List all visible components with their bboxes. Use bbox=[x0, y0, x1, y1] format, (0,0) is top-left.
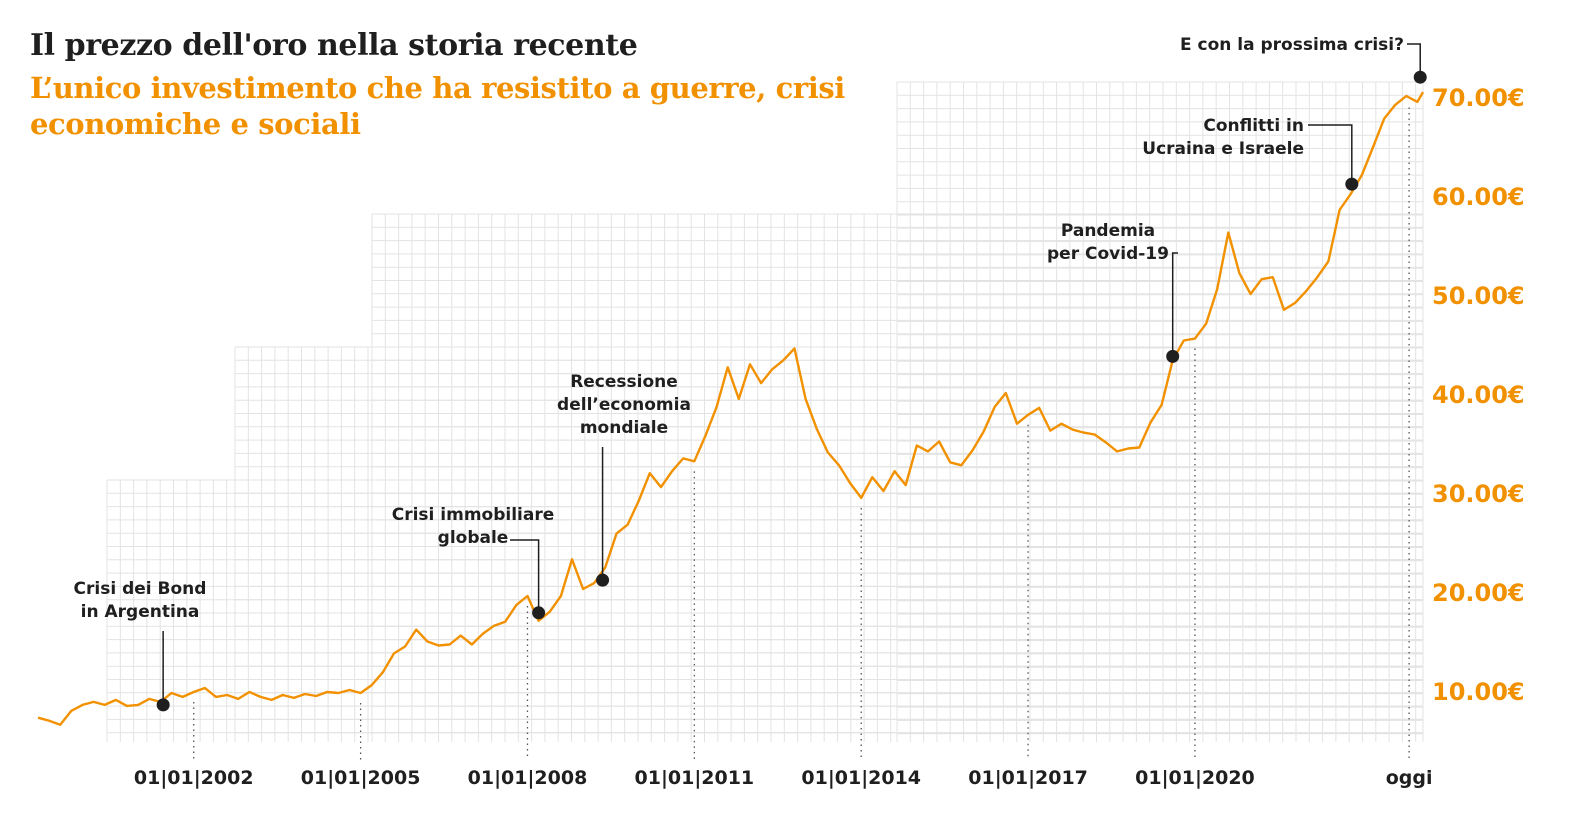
annotation: Recessione dell’economia mondiale bbox=[557, 372, 691, 587]
gold-price-line bbox=[37, 91, 1425, 726]
annotation-label: Recessione dell’economia mondiale bbox=[557, 372, 691, 438]
annotation-marker bbox=[1166, 349, 1180, 363]
annotation-label-line: Crisi dei Bond bbox=[74, 579, 207, 599]
annotation: Conflitti in Ucraina e Israele bbox=[1142, 116, 1359, 191]
annotation: Crisi dei Bond in Argentina bbox=[74, 579, 207, 712]
annotation-leader bbox=[1407, 43, 1421, 78]
annotation-marker bbox=[156, 698, 170, 712]
annotation-marker bbox=[1413, 70, 1427, 84]
annotation-label: Crisi immobiliare globale bbox=[392, 505, 555, 548]
x-tick-label: 01|01|2011 bbox=[635, 767, 755, 789]
series-layer bbox=[37, 91, 1425, 726]
annotation-leader bbox=[1308, 124, 1353, 185]
x-tick-label: 01|01|2020 bbox=[1135, 767, 1255, 789]
annotation-label-line: Crisi immobiliare bbox=[392, 505, 555, 525]
x-axis: 01|01|2002 01|01|2005 01|01|2008 01|01|2011… bbox=[134, 767, 1433, 789]
annotation-label-line: in Argentina bbox=[81, 602, 200, 622]
x-tick-label: 01|01|2014 bbox=[801, 767, 921, 789]
annotation-label: Crisi dei Bond in Argentina bbox=[74, 579, 207, 622]
annotation-label-line: Conflitti in bbox=[1203, 116, 1304, 136]
x-tick-guides bbox=[193, 107, 1410, 760]
annotation-leader bbox=[510, 539, 540, 613]
annotation-marker bbox=[532, 606, 546, 620]
y-tick-label: 60.00€ bbox=[1432, 183, 1525, 211]
chart-title: Il prezzo dell'oro nella storia recente bbox=[30, 28, 638, 63]
y-tick-label: 10.00€ bbox=[1432, 678, 1525, 706]
annotation-label: Pandemia per Covid-19 bbox=[1047, 221, 1169, 264]
x-tick-label: 01|01|2002 bbox=[134, 767, 254, 789]
y-tick-label: 40.00€ bbox=[1432, 381, 1525, 409]
annotation-label-line: globale bbox=[438, 528, 509, 548]
annotation-marker bbox=[1345, 177, 1359, 191]
x-tick-label: 01|01|2008 bbox=[468, 767, 588, 789]
y-tick-label: 30.00€ bbox=[1432, 480, 1525, 508]
annotation-marker bbox=[596, 573, 610, 587]
annotations: Crisi dei Bond in Argentina Crisi immobili… bbox=[74, 35, 1427, 712]
x-tick-label: 01|01|2005 bbox=[301, 767, 421, 789]
annotation-label: E con la prossima crisi? bbox=[1180, 35, 1404, 55]
annotation-leader bbox=[1171, 252, 1178, 357]
annotation-label-line: per Covid-19 bbox=[1047, 244, 1169, 264]
chart-subtitle: L’unico investimento che ha resistito a … bbox=[30, 71, 845, 141]
annotation-label-line: E con la prossima crisi? bbox=[1180, 35, 1404, 55]
x-tick-label: oggi bbox=[1386, 767, 1433, 789]
annotation-label-line: dell’economia bbox=[557, 395, 691, 415]
y-tick-label: 50.00€ bbox=[1432, 282, 1525, 310]
annotation-label-line: Pandemia bbox=[1061, 221, 1155, 241]
x-tick-label: 01|01|2017 bbox=[968, 767, 1088, 789]
y-axis: 10.00€ 20.00€ 30.00€ 40.00€ 50.00€ 60.00€ 70.0… bbox=[1432, 84, 1525, 706]
annotation-label: Conflitti in Ucraina e Israele bbox=[1142, 116, 1304, 159]
annotation-label-line: Recessione bbox=[570, 372, 678, 392]
annotation-label-line: mondiale bbox=[580, 418, 668, 438]
y-tick-label: 70.00€ bbox=[1432, 84, 1525, 112]
annotation: Crisi immobiliare globale bbox=[392, 505, 555, 620]
annotation-label-line: Ucraina e Israele bbox=[1142, 139, 1304, 159]
annotation: E con la prossima crisi? bbox=[1180, 35, 1427, 84]
y-tick-label: 20.00€ bbox=[1432, 579, 1525, 607]
annotation: Pandemia per Covid-19 bbox=[1047, 221, 1180, 363]
grid bbox=[106, 81, 1424, 742]
